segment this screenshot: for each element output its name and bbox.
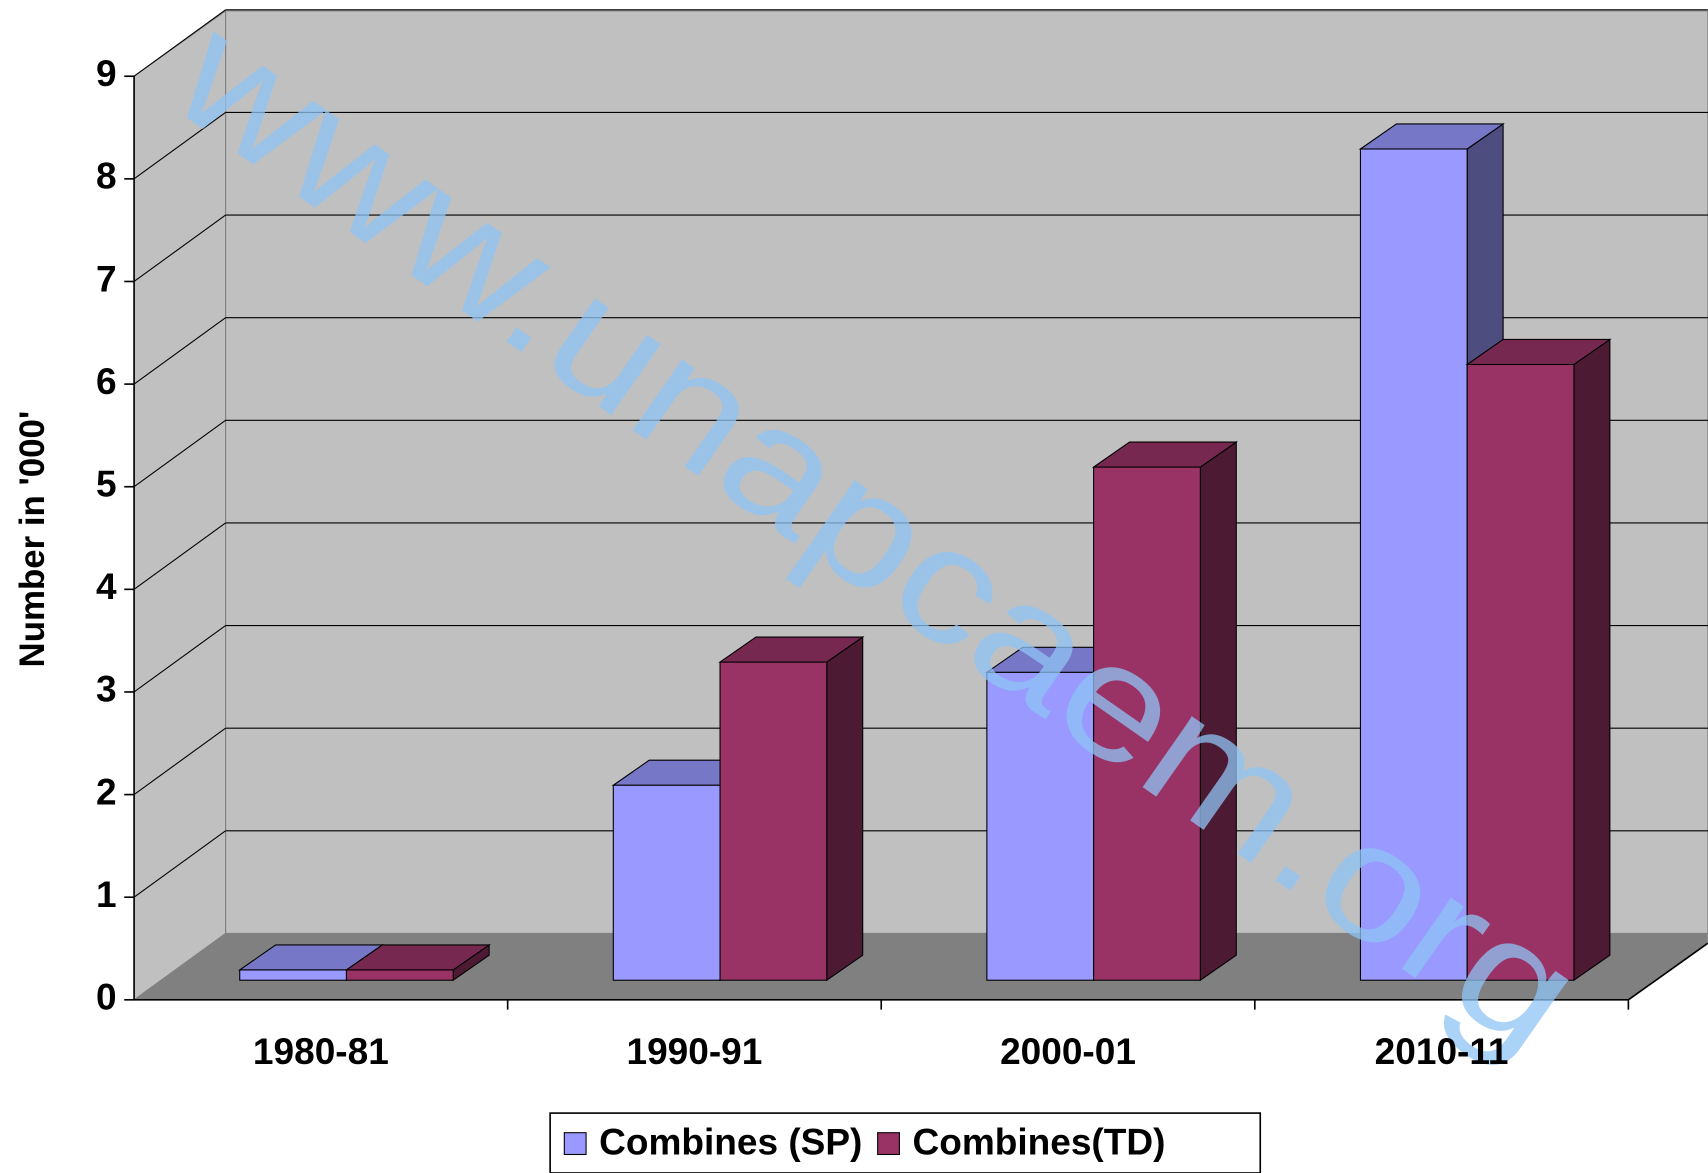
- y-tick-label: 2: [96, 770, 117, 812]
- bar-side: [1573, 338, 1611, 982]
- bar-front: [1359, 148, 1468, 981]
- legend-swatch: [877, 1132, 900, 1156]
- legend: [549, 1112, 1262, 1173]
- grid-line: [133, 522, 226, 590]
- bar-front: [986, 671, 1095, 981]
- legend-items: Combines (SP) Combines(TD): [563, 1120, 1165, 1162]
- x-axis-depth: [1627, 942, 1708, 1001]
- y-tick-label: 9: [96, 52, 117, 94]
- y-tick-label: 8: [96, 155, 117, 197]
- grid-line: [133, 111, 226, 180]
- x-tick-label: 1990-91: [627, 1030, 763, 1072]
- y-tick-label: 1: [96, 873, 117, 915]
- bar: [344, 943, 491, 982]
- grid-line: [133, 214, 226, 282]
- y-tick-label: 5: [96, 463, 117, 505]
- grid-line: [133, 419, 226, 488]
- y-tick-label: 4: [96, 565, 117, 607]
- grid-line: [133, 625, 226, 693]
- x-tick-label: 1980-81: [253, 1030, 389, 1072]
- legend-label: Combines(TD): [912, 1120, 1165, 1162]
- bar: [1091, 441, 1239, 982]
- bars: [237, 122, 1612, 982]
- y-tick-label: 0: [96, 976, 117, 1018]
- x-tick-label: 2000-01: [1000, 1030, 1136, 1072]
- bar-front: [239, 969, 348, 981]
- bar-side: [826, 636, 864, 982]
- floor: [134, 933, 1708, 1000]
- legend-label: Combines (SP): [599, 1120, 862, 1162]
- bar-front: [345, 969, 454, 981]
- bar-front: [1093, 466, 1201, 981]
- bar-front: [1466, 363, 1575, 981]
- y-tick-label: 3: [96, 668, 117, 710]
- bar-front: [612, 784, 721, 981]
- bar: [718, 636, 865, 982]
- y-tick-label: 7: [96, 257, 117, 299]
- y-axis-label: Number in '000': [13, 411, 52, 668]
- x-tick-label: 2010-11: [1375, 1030, 1509, 1072]
- bar-front: [719, 661, 828, 981]
- bar: [1465, 338, 1612, 982]
- grid-line: [133, 317, 226, 385]
- y-tick-label: 6: [96, 360, 117, 402]
- grid-line: [133, 727, 226, 796]
- legend-swatch: [563, 1132, 587, 1156]
- grid-line: [133, 830, 226, 898]
- grid-line: [133, 9, 226, 77]
